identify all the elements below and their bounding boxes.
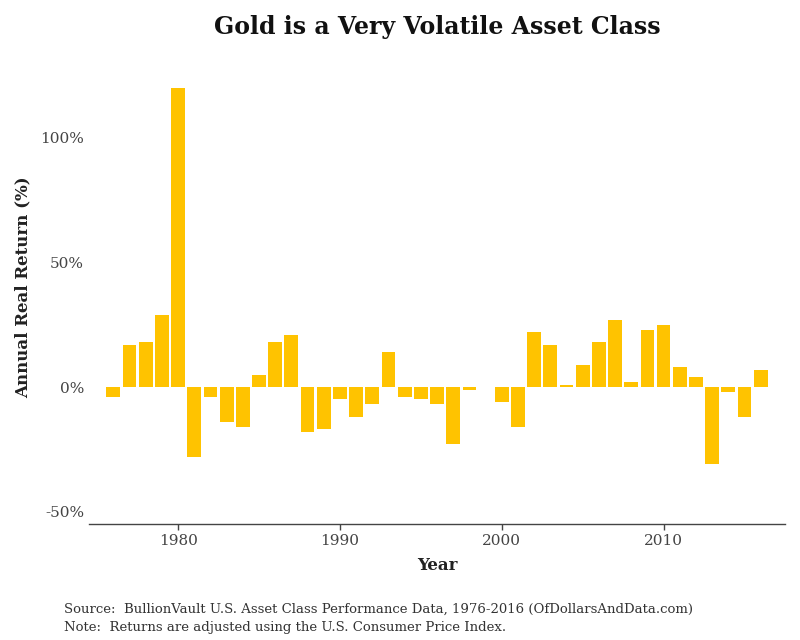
Bar <box>738 387 751 417</box>
Bar <box>754 369 768 387</box>
Bar <box>560 385 574 387</box>
Bar <box>722 387 735 392</box>
Bar <box>641 330 654 387</box>
Bar <box>139 342 153 387</box>
X-axis label: Year: Year <box>417 557 458 574</box>
Bar <box>285 335 298 387</box>
Bar <box>301 387 314 432</box>
Bar <box>657 324 670 387</box>
Bar <box>673 367 686 387</box>
Bar <box>333 387 347 399</box>
Y-axis label: Annual Real Return (%): Annual Real Return (%) <box>15 177 32 398</box>
Bar <box>203 387 218 397</box>
Bar <box>171 88 185 387</box>
Bar <box>220 387 234 422</box>
Bar <box>462 387 476 390</box>
Bar <box>106 387 120 397</box>
Bar <box>446 387 460 444</box>
Bar <box>624 382 638 387</box>
Bar <box>382 352 395 387</box>
Bar <box>317 387 330 429</box>
Bar <box>414 387 428 399</box>
Title: Gold is a Very Volatile Asset Class: Gold is a Very Volatile Asset Class <box>214 15 660 39</box>
Bar <box>122 345 137 387</box>
Text: Source:  BullionVault U.S. Asset Class Performance Data, 1976-2016 (OfDollarsAnd: Source: BullionVault U.S. Asset Class Pe… <box>64 603 693 634</box>
Bar <box>527 332 541 387</box>
Bar <box>576 365 590 387</box>
Bar <box>268 342 282 387</box>
Bar <box>706 387 719 464</box>
Bar <box>511 387 525 427</box>
Bar <box>366 387 379 404</box>
Bar <box>592 342 606 387</box>
Bar <box>608 320 622 387</box>
Bar <box>689 377 703 387</box>
Bar <box>543 345 558 387</box>
Bar <box>155 315 169 387</box>
Bar <box>430 387 444 404</box>
Bar <box>187 387 201 457</box>
Bar <box>398 387 411 397</box>
Bar <box>252 374 266 387</box>
Bar <box>495 387 509 402</box>
Bar <box>350 387 363 417</box>
Bar <box>236 387 250 427</box>
